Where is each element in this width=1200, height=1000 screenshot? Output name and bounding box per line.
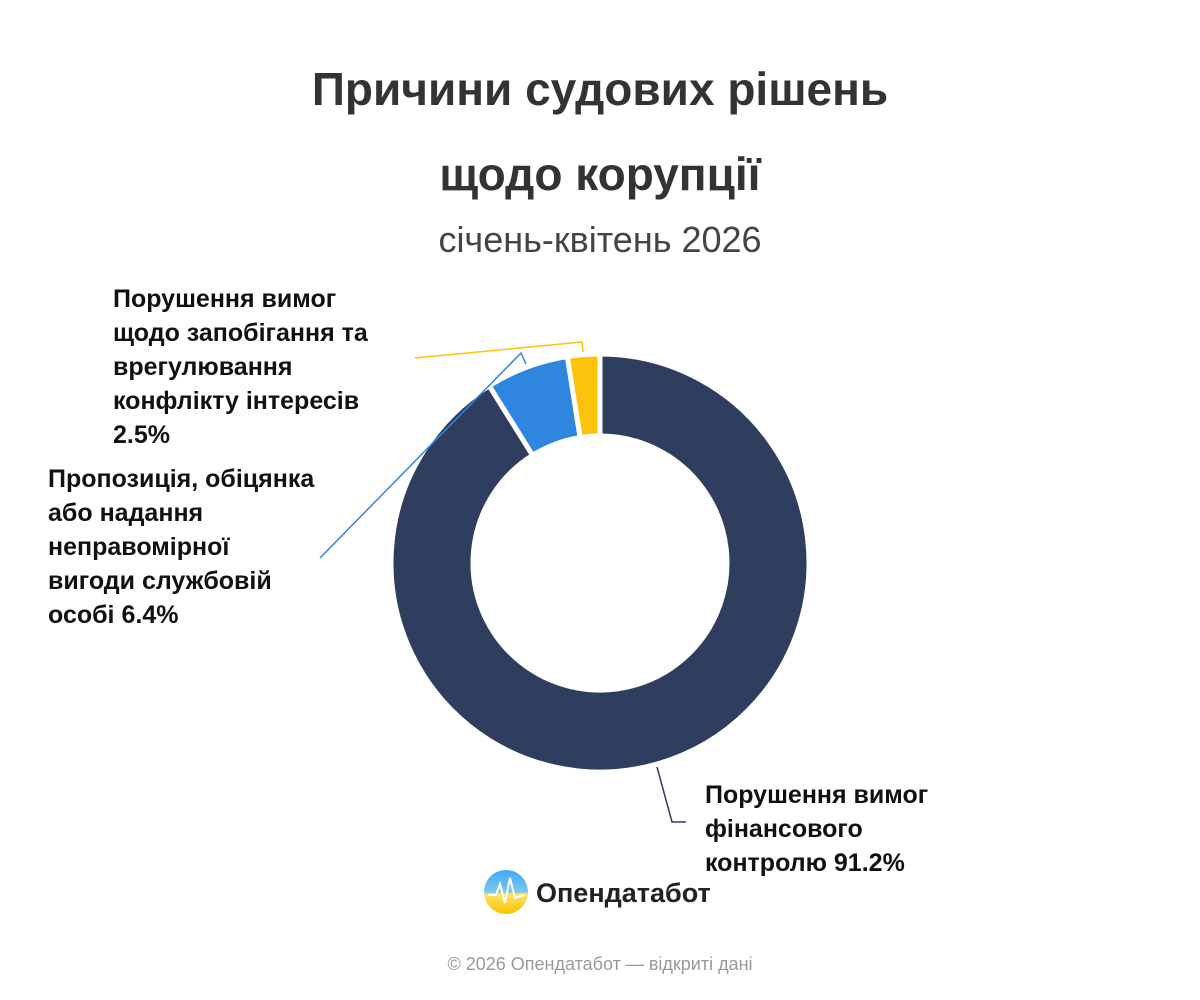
chart-title: щодо корупції xyxy=(439,148,761,200)
slice-label-name: Пропозиція, обіцянка або надання неправо… xyxy=(48,465,315,629)
leader-line xyxy=(414,341,584,359)
chart-subtitle: січень-квітень 2026 xyxy=(438,219,761,260)
chart-title: Причини судових рішень xyxy=(312,63,888,115)
donut-slice xyxy=(564,351,603,441)
slice-label: Порушення вимог щодо запобігання та врег… xyxy=(113,282,403,452)
slice-label: Пропозиція, обіцянка або надання неправо… xyxy=(48,462,318,632)
slice-label-name: Порушення вимог фінансового контролю xyxy=(705,781,929,877)
donut-slice xyxy=(388,351,812,775)
leader-line xyxy=(656,766,686,823)
slice-label: Порушення вимог фінансового контролю 91.… xyxy=(705,778,975,880)
slice-label-value: 6.4% xyxy=(121,601,179,629)
brand: Опендатабот xyxy=(536,878,711,908)
slice-label-name: Порушення вимог щодо запобігання та врег… xyxy=(113,285,368,415)
slice-label-value: 91.2% xyxy=(833,849,905,877)
logo-icon xyxy=(484,870,528,914)
footer: © 2026 Опендатабот — відкриті дані xyxy=(447,954,752,974)
logo-pulse xyxy=(488,877,525,904)
leader-line xyxy=(319,351,527,559)
slice-label-value: 2.5% xyxy=(113,421,170,449)
